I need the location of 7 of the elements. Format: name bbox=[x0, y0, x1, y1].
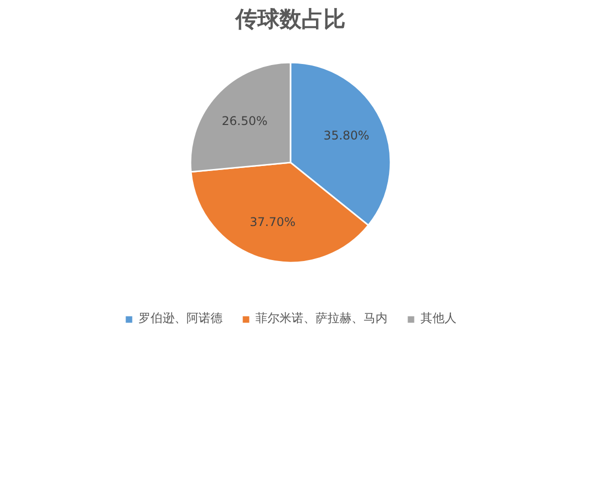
chart-title: 传球数占比 bbox=[234, 8, 346, 32]
legend-label: 其他人 bbox=[420, 310, 456, 327]
data-label: 26.50% bbox=[222, 114, 268, 128]
legend-label: 菲尔米诺、萨拉赫、马内 bbox=[256, 310, 388, 327]
data-label: 37.70% bbox=[250, 214, 296, 229]
legend-label: 罗伯逊、阿诺德 bbox=[138, 310, 222, 327]
data-label: 35.80% bbox=[324, 128, 370, 143]
